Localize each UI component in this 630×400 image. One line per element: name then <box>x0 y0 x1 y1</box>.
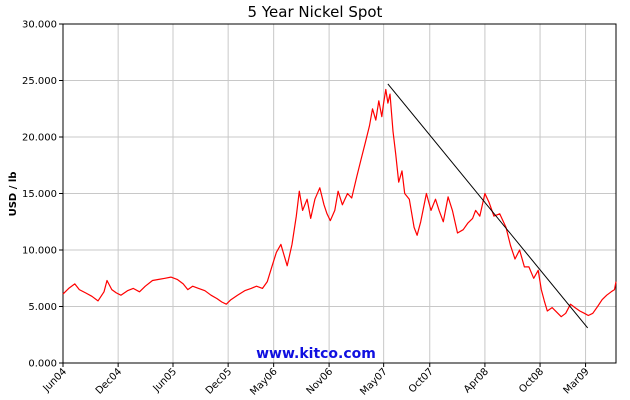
annotation-layer <box>387 83 589 329</box>
y-tick-label: 10.000 <box>22 246 57 257</box>
trendline <box>387 83 589 329</box>
y-axis: 0.000 5.000 10.000 15.000 20.000 25.000 30.000 <box>22 20 63 370</box>
y-tick-label: 0.000 <box>28 359 57 370</box>
y-tick-label: 15.000 <box>22 189 57 200</box>
chart-title: 5 Year Nickel Spot <box>248 3 383 21</box>
y-tick-label: 5.000 <box>28 302 57 313</box>
y-tick-label: 20.000 <box>22 133 57 144</box>
series-layer <box>62 88 617 318</box>
y-tick-label: 30.000 <box>22 20 57 31</box>
watermark[interactable]: www.kitco.com <box>256 346 376 362</box>
y-axis-label: USD / lb <box>8 172 19 217</box>
y-tick-label: 25.000 <box>22 76 57 87</box>
nickel-price-line <box>62 88 617 318</box>
